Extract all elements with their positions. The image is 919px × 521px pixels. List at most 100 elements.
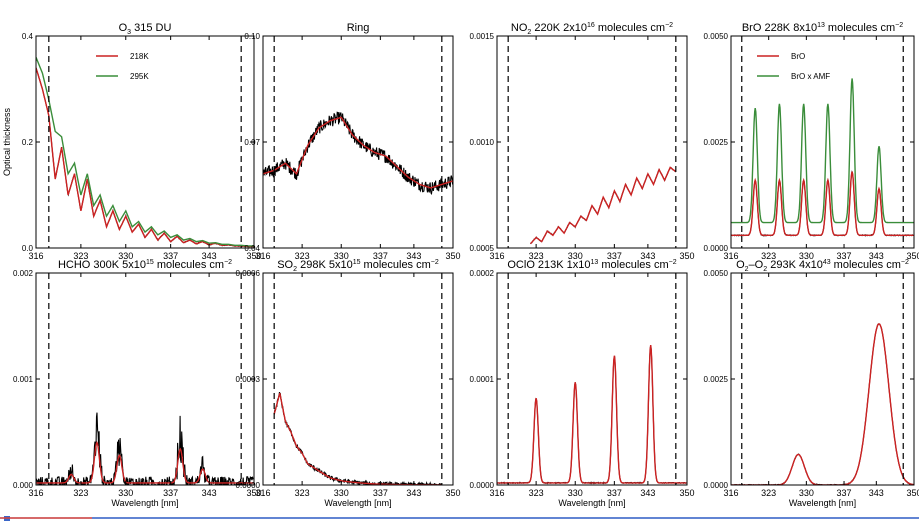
x-tick-label: 343 xyxy=(869,488,884,498)
y-tick-label: 0.000 xyxy=(13,481,34,490)
y-tick-label: 0.0001 xyxy=(470,375,495,384)
y-tick-label: 0.10 xyxy=(244,32,260,41)
title-text: 298K 5x10 xyxy=(297,259,353,271)
x-tick-label: 343 xyxy=(202,488,217,498)
legend-label: BrO xyxy=(791,52,805,61)
x-tick-label: 323 xyxy=(73,251,88,261)
y-tick-label: 0.4 xyxy=(22,32,34,41)
title-superscript: 15 xyxy=(146,259,154,266)
x-tick-label: 350 xyxy=(679,488,694,498)
title-superscript: −2 xyxy=(901,259,909,266)
x-tick-label: 330 xyxy=(799,251,814,261)
series-line xyxy=(36,56,254,247)
x-tick-label: 330 xyxy=(118,251,133,261)
chart-title: O2–O2 293K 4x1043 molecules cm−2 xyxy=(736,259,909,273)
y-tick-label: 0.0025 xyxy=(704,138,729,147)
title-superscript: 15 xyxy=(353,259,361,266)
plot-area xyxy=(731,78,914,237)
title-text: BrO 228K 8x10 xyxy=(742,22,817,34)
y-tick-label: 0.0005 xyxy=(470,244,495,253)
x-axis-label: Wavelength [nm] xyxy=(789,498,856,508)
series-line xyxy=(731,171,914,236)
plot-area xyxy=(529,166,677,245)
chart-title: HCHO 300K 5x1015 molecules cm−2 xyxy=(58,259,232,271)
x-tick-label: 350 xyxy=(906,251,919,261)
chart-panel-4: BrO 228K 8x1013 molecules cm−2 316 323 330 3… xyxy=(704,22,919,261)
x-tick-label: 337 xyxy=(837,488,852,498)
x-tick-label: 337 xyxy=(373,488,388,498)
y-tick-label: 0.2 xyxy=(22,138,34,147)
title-superscript: 16 xyxy=(587,22,595,29)
x-tick-label: 350 xyxy=(445,488,460,498)
title-superscript: −2 xyxy=(224,259,232,266)
series-line xyxy=(731,78,914,224)
y-axis-label: Optical thickness xyxy=(2,107,12,176)
y-tick-label: 0.04 xyxy=(244,244,260,253)
x-tick-label: 350 xyxy=(246,251,261,261)
title-text: 220K 2x10 xyxy=(531,22,587,34)
x-tick-label: 337 xyxy=(607,488,622,498)
x-tick-label: 323 xyxy=(529,251,544,261)
x-tick-label: 316 xyxy=(255,488,270,498)
chart-title: O3 315 DU xyxy=(119,22,172,36)
y-tick-label: 0.0050 xyxy=(704,32,729,41)
x-tick-label: 337 xyxy=(607,251,622,261)
axes-frame xyxy=(730,272,915,486)
legend: BrO BrO x AMF xyxy=(757,52,830,81)
x-tick-label: 343 xyxy=(406,488,421,498)
x-tick-label: 330 xyxy=(334,251,349,261)
y-tick-label: 0.0000 xyxy=(236,481,261,490)
x-tick-label: 343 xyxy=(202,251,217,261)
chart-title: SO2 298K 5x1015 molecules cm−2 xyxy=(277,259,439,273)
y-tick-label: 0.0015 xyxy=(470,32,495,41)
plot-area xyxy=(273,392,442,485)
series-line xyxy=(36,441,254,484)
y-tick-label: 0.0000 xyxy=(704,481,729,490)
y-tick-label: 0.0003 xyxy=(236,375,261,384)
x-tick-label: 323 xyxy=(295,488,310,498)
series-line xyxy=(263,116,453,189)
chart-panel-7: OClO 213K 1x1013 molecules cm−2 316 323 330… xyxy=(470,259,695,508)
x-tick-label: 316 xyxy=(723,251,738,261)
axes-frame xyxy=(262,272,454,486)
chart-panel-5: HCHO 300K 5x1015 molecules cm−2 316 323 330… xyxy=(13,259,262,508)
x-tick-label: 330 xyxy=(118,488,133,498)
plot-area xyxy=(263,111,453,196)
x-tick-label: 323 xyxy=(73,488,88,498)
y-tick-label: 0.0050 xyxy=(704,269,729,278)
title-superscript: −2 xyxy=(665,22,673,29)
chart-title: NO2 220K 2x1016 molecules cm−2 xyxy=(511,22,673,36)
y-tick-label: 0.0000 xyxy=(704,244,729,253)
x-tick-label: 316 xyxy=(255,251,270,261)
x-tick-label: 316 xyxy=(489,488,504,498)
x-tick-label: 337 xyxy=(163,488,178,498)
y-tick-label: 0.0010 xyxy=(470,138,495,147)
title-superscript: −2 xyxy=(669,259,677,266)
title-text: O xyxy=(736,259,745,271)
title-text: 293K 4x10 xyxy=(767,259,823,271)
x-tick-label: 343 xyxy=(869,251,884,261)
title-text: molecules cm xyxy=(598,259,668,271)
title-text: molecules cm xyxy=(831,259,901,271)
x-tick-label: 350 xyxy=(445,251,460,261)
chart-panel-1: O3 315 DU 316 323 330 337 343 350 0.0 0.2 0.4 Opti… xyxy=(2,22,262,261)
x-tick-label: 337 xyxy=(163,251,178,261)
title-subscript: 2 xyxy=(527,29,531,36)
title-superscript: −2 xyxy=(431,259,439,266)
plot-area xyxy=(36,412,254,485)
title-text: –O xyxy=(749,259,764,271)
bottom-scrollbar[interactable] xyxy=(0,516,919,521)
title-text: molecules cm xyxy=(595,22,665,34)
plot-area xyxy=(731,323,914,485)
title-text: molecules cm xyxy=(154,259,224,271)
title-text: SO xyxy=(277,259,293,271)
title-subscript: 2 xyxy=(293,266,297,273)
title-subscript: 2 xyxy=(763,266,767,273)
scroll-track xyxy=(0,517,919,519)
x-tick-label: 343 xyxy=(640,251,655,261)
x-tick-label: 316 xyxy=(28,251,43,261)
y-tick-label: 0.001 xyxy=(13,375,34,384)
x-tick-label: 323 xyxy=(761,488,776,498)
